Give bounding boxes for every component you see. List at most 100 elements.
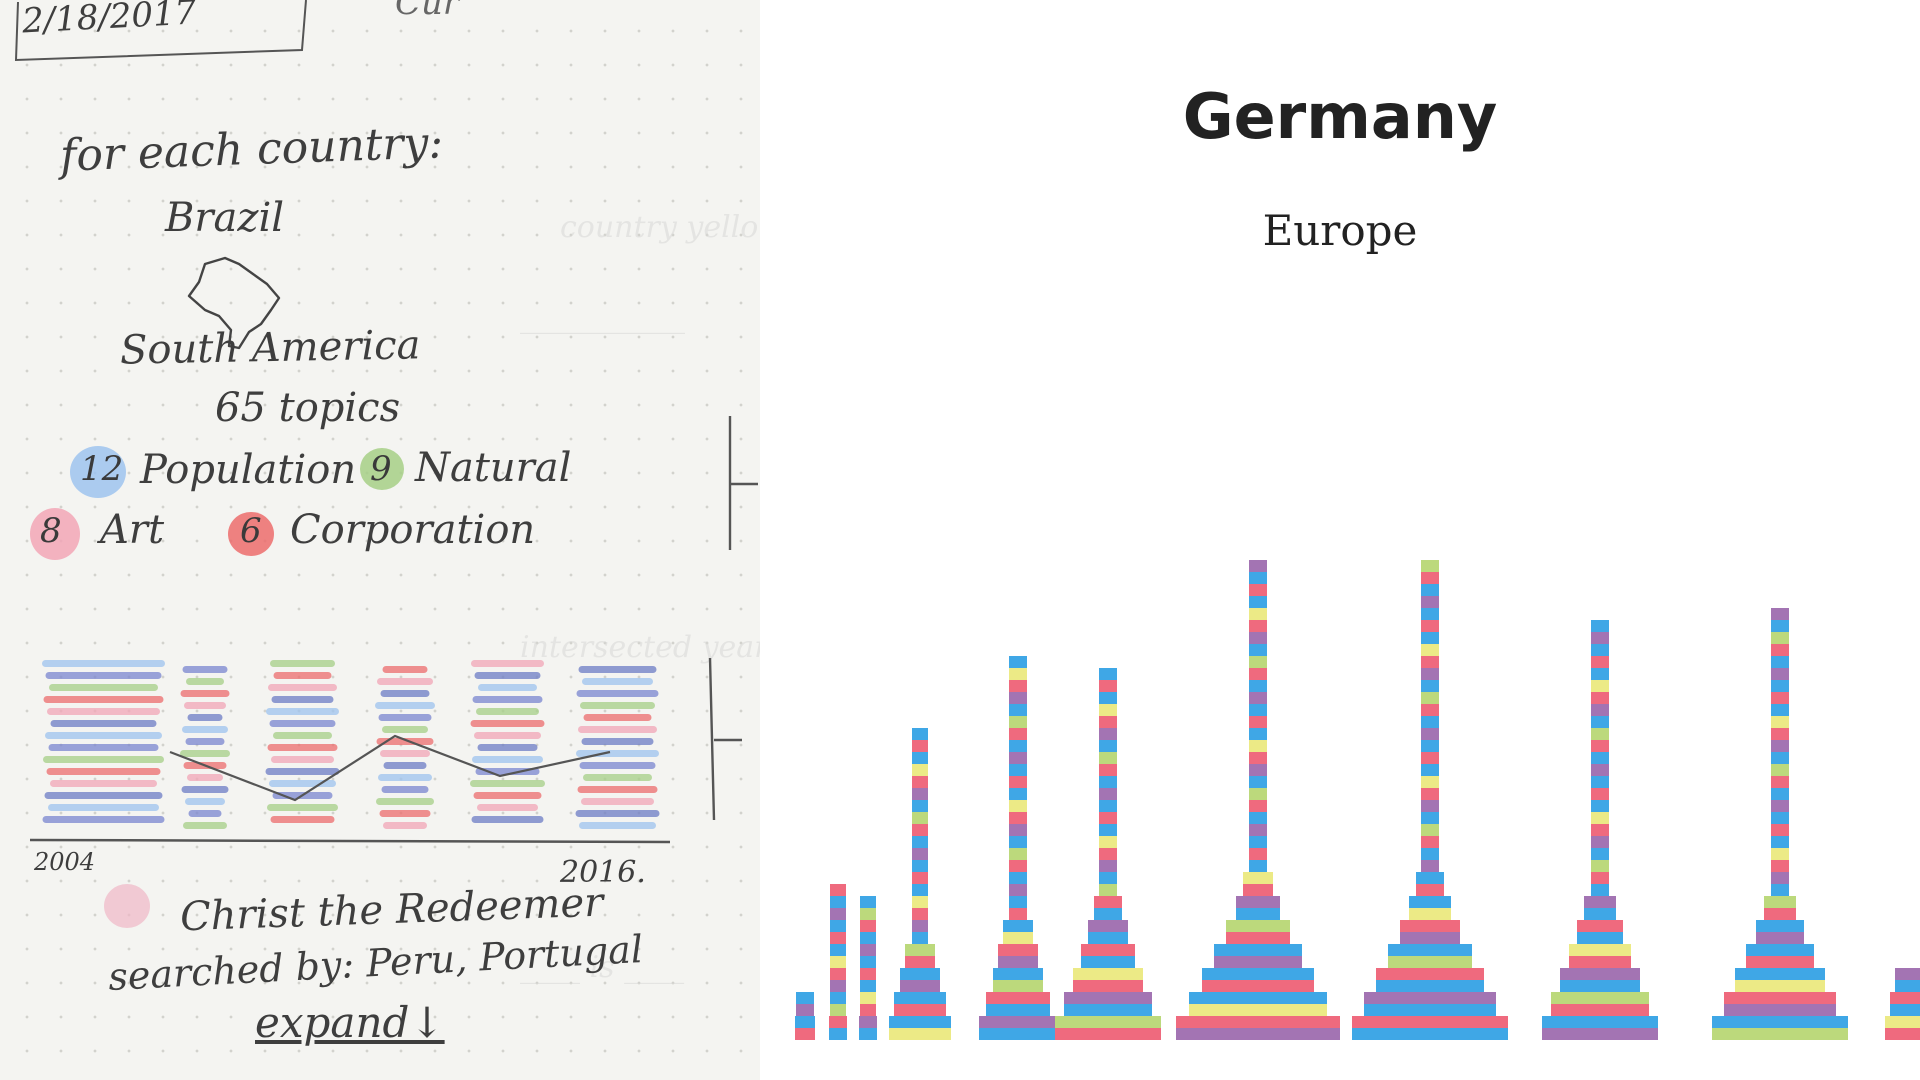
sketch-stroke xyxy=(45,672,162,679)
sketch-stroke xyxy=(269,720,336,727)
topic-segment xyxy=(1249,656,1267,668)
topic-segment xyxy=(1236,908,1280,920)
topic-stack-1 xyxy=(795,992,815,1040)
topic-stack-8 xyxy=(1352,560,1508,1040)
topic-segment xyxy=(1249,728,1267,740)
topic-segment xyxy=(1421,668,1439,680)
sketch-stroke xyxy=(273,672,332,679)
topic-segment xyxy=(1249,572,1267,584)
topic-segment xyxy=(1895,980,1920,992)
topic-segment xyxy=(830,932,846,944)
sketch-stroke xyxy=(382,666,428,673)
sketch-panel: country yellow ___________ intersected y… xyxy=(0,0,760,1080)
topic-stack-4 xyxy=(889,728,951,1040)
topic-segment xyxy=(1009,704,1027,716)
topic-segment xyxy=(1009,848,1027,860)
topic-segment xyxy=(1591,680,1609,692)
sketch-stroke xyxy=(578,726,657,733)
topic-segment xyxy=(1421,800,1439,812)
topic-segment xyxy=(1099,884,1117,896)
topic-segment xyxy=(1569,944,1631,956)
topic-segment xyxy=(1009,836,1027,848)
topic-segment xyxy=(993,980,1043,992)
corporation-count: 6 xyxy=(240,511,262,551)
topic-segment xyxy=(829,1028,847,1040)
sketch-stroke xyxy=(477,804,538,811)
topic-segment xyxy=(1388,944,1472,956)
topic-segment xyxy=(1421,584,1439,596)
topic-segment xyxy=(1591,656,1609,668)
topic-segment xyxy=(912,800,928,812)
natural-dot-icon xyxy=(360,448,404,490)
sketch-axis xyxy=(30,838,671,844)
topic-segment xyxy=(860,908,876,920)
topic-segment xyxy=(1591,860,1609,872)
topic-segment xyxy=(1712,1016,1848,1028)
topic-segment xyxy=(796,992,814,1004)
topic-segment xyxy=(1202,968,1314,980)
topic-segment xyxy=(1421,836,1439,848)
topic-segment xyxy=(1771,680,1789,692)
sketch-stroke xyxy=(579,822,656,829)
sketch-stroke xyxy=(383,762,427,769)
topic-segment xyxy=(1009,788,1027,800)
topic-segment xyxy=(912,920,928,932)
topic-stack-7 xyxy=(1176,560,1340,1040)
topic-segment xyxy=(1094,896,1122,908)
sketch-stroke xyxy=(43,756,164,763)
topic-segment xyxy=(1895,968,1920,980)
sketch-stroke xyxy=(472,696,543,703)
topic-segment xyxy=(894,1004,946,1016)
population-label: Population xyxy=(140,447,357,493)
topic-segment xyxy=(912,788,928,800)
sketch-stroke xyxy=(267,744,338,751)
topic-segment xyxy=(1099,716,1117,728)
sketch-stroke xyxy=(472,756,543,763)
population-count: 12 xyxy=(80,449,124,489)
topic-segment xyxy=(1764,908,1796,920)
topic-segment xyxy=(1388,956,1472,968)
topic-segment xyxy=(1771,776,1789,788)
topic-segment xyxy=(1771,668,1789,680)
topic-segment xyxy=(1009,656,1027,668)
topic-segment xyxy=(830,968,846,980)
topic-stack-6 xyxy=(1055,668,1161,1040)
topic-segment xyxy=(1591,716,1609,728)
sketch-country: Brazil xyxy=(165,195,285,241)
sketch-stroke xyxy=(268,684,337,691)
topic-segment xyxy=(1421,680,1439,692)
topic-segment xyxy=(1409,896,1451,908)
sketch-topics: 65 topics xyxy=(215,385,401,431)
topic-segment xyxy=(1099,692,1117,704)
sketch-stroke xyxy=(187,714,223,721)
topic-segment xyxy=(859,1016,877,1028)
topic-stack-3 xyxy=(859,896,877,1040)
topic-segment xyxy=(830,896,846,908)
topic-segment xyxy=(1243,872,1273,884)
topic-segment xyxy=(860,968,876,980)
topic-segment xyxy=(1009,812,1027,824)
sketch-stroke xyxy=(182,666,228,673)
topic-segment xyxy=(795,1016,815,1028)
topic-segment xyxy=(1249,692,1267,704)
topic-segment xyxy=(830,992,846,1004)
sketch-stroke xyxy=(381,786,429,793)
topic-segment xyxy=(1591,728,1609,740)
topic-segment xyxy=(1890,992,1920,1004)
topic-segment xyxy=(1771,884,1789,896)
sketch-stroke xyxy=(471,816,544,823)
region-subtitle: Europe xyxy=(1262,206,1418,255)
topic-segment xyxy=(986,1004,1050,1016)
topic-segment xyxy=(1249,596,1267,608)
topic-segment xyxy=(912,776,928,788)
topic-segment xyxy=(1009,716,1027,728)
sketch-stroke xyxy=(473,792,542,799)
sketch-stroke xyxy=(183,822,227,829)
topic-segment xyxy=(1764,896,1796,908)
topic-segment xyxy=(1421,572,1439,584)
topic-segment xyxy=(860,920,876,932)
sketch-stroke xyxy=(273,732,332,739)
topic-segment xyxy=(1771,872,1789,884)
topic-segment xyxy=(998,944,1038,956)
sketch-stroke xyxy=(376,798,434,805)
